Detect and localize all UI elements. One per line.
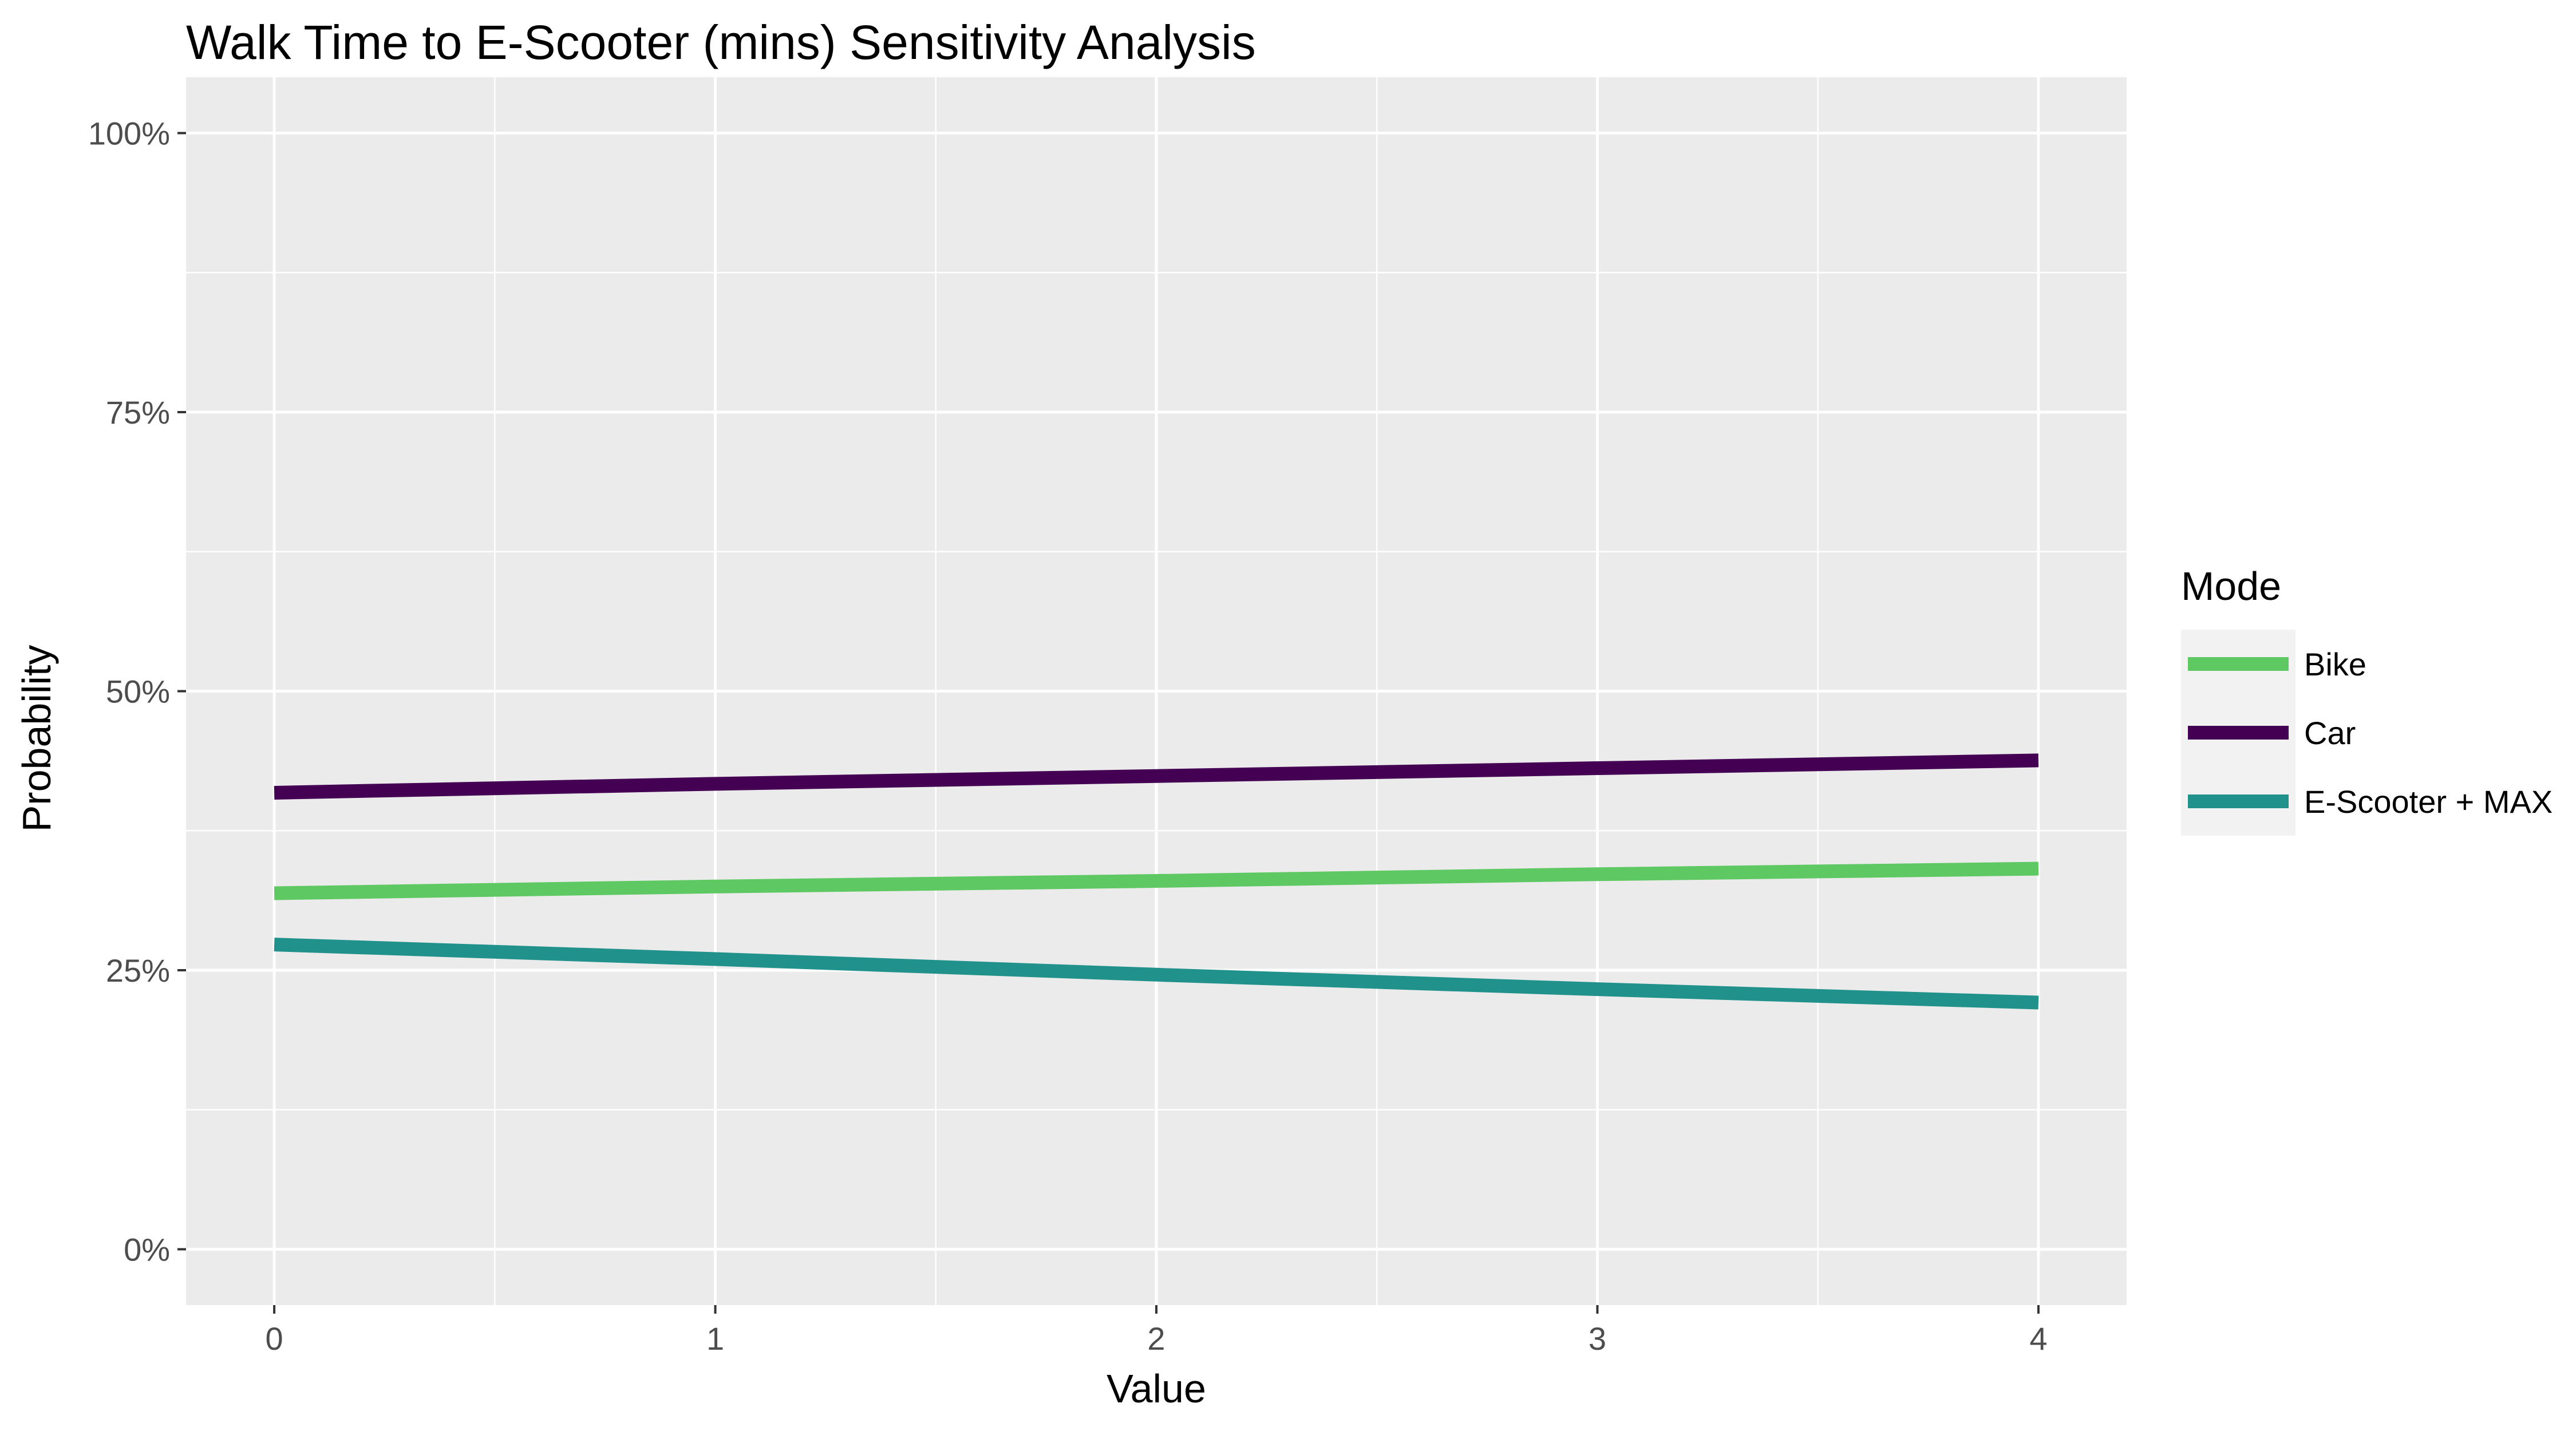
series-line-bike <box>274 861 2039 900</box>
x-tick-label: 2 <box>1147 1321 1165 1357</box>
x-tick-label: 4 <box>2029 1321 2047 1357</box>
x-tick-label: 1 <box>706 1321 724 1357</box>
y-tick-label: 25% <box>106 952 170 989</box>
series-lines <box>274 753 2039 1010</box>
y-tick-label: 100% <box>88 116 170 152</box>
chart-title: Walk Time to E-Scooter (mins) Sensitivit… <box>186 15 1256 69</box>
y-tick-label: 50% <box>106 674 170 710</box>
legend-label-e-scooter-max: E-Scooter + MAX <box>2304 784 2553 820</box>
legend-title: Mode <box>2181 564 2281 608</box>
x-axis: 0 1 2 3 4 <box>266 1305 2047 1357</box>
legend-label-car: Car <box>2304 715 2356 751</box>
x-tick-label: 0 <box>266 1321 283 1357</box>
legend-label-bike: Bike <box>2304 646 2366 682</box>
series-line-e-scooter-max <box>274 938 2039 1010</box>
x-tick-label: 3 <box>1589 1321 1606 1357</box>
y-axis-title: Probability <box>14 645 59 832</box>
x-axis-title: Value <box>1107 1366 1206 1411</box>
y-axis: 0% 25% 50% 75% 100% <box>88 116 186 1268</box>
y-tick-label: 0% <box>124 1232 170 1268</box>
legend: Mode Bike Car E-Scooter + MAX <box>2181 564 2553 836</box>
y-tick-label: 75% <box>106 394 170 430</box>
series-line-car <box>274 753 2039 800</box>
